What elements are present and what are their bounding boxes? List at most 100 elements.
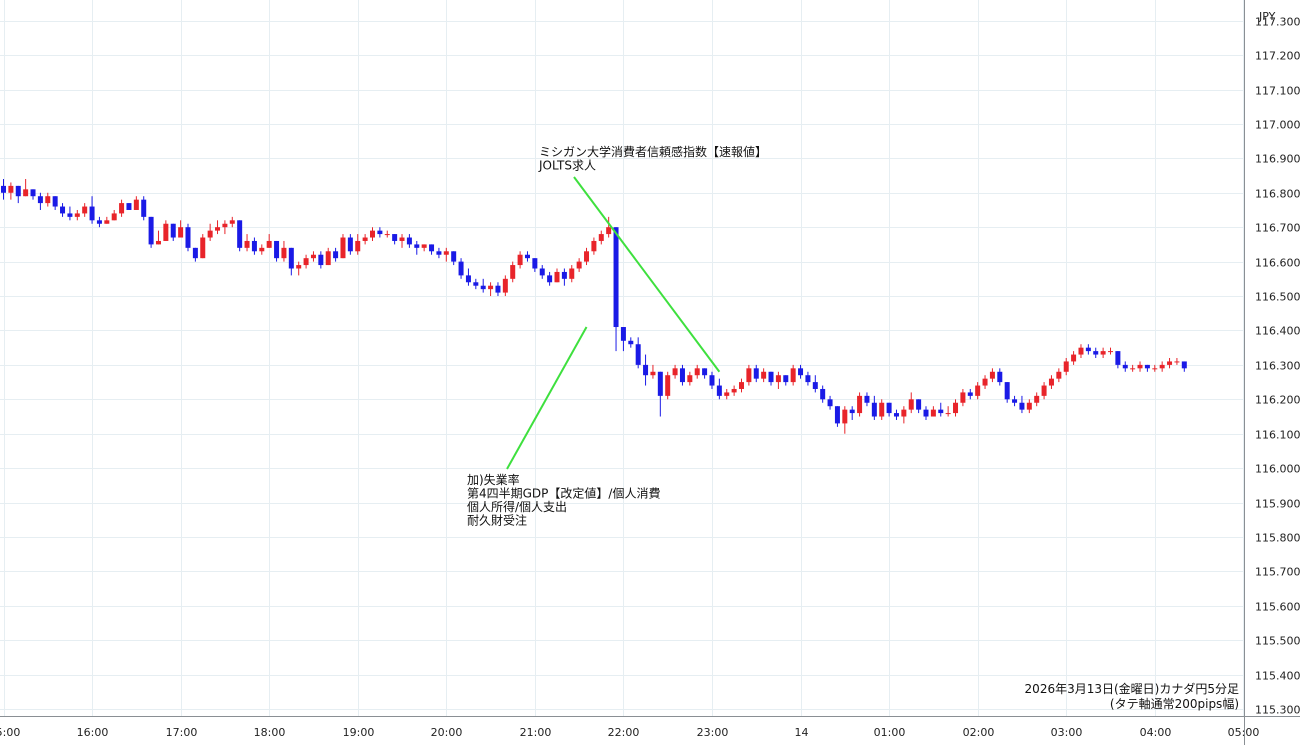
candle-down bbox=[52, 196, 58, 210]
candle-up bbox=[384, 230, 390, 238]
candle-up bbox=[155, 230, 161, 245]
candle-body bbox=[451, 251, 457, 262]
candle-down bbox=[237, 220, 243, 252]
candle-up bbox=[945, 406, 951, 417]
candle-body bbox=[473, 282, 479, 286]
candle-down bbox=[1181, 361, 1187, 372]
candle-up bbox=[598, 230, 604, 245]
candle-body bbox=[259, 247, 265, 252]
candle-down bbox=[251, 237, 257, 255]
candle-up bbox=[739, 378, 744, 393]
candle-down bbox=[192, 247, 198, 262]
candle-up bbox=[1048, 375, 1054, 389]
candle-body bbox=[1122, 364, 1128, 369]
candle-body bbox=[458, 261, 464, 276]
candle-down bbox=[436, 247, 442, 259]
candle-up bbox=[45, 192, 51, 207]
candle-body bbox=[1130, 368, 1136, 370]
candle-body bbox=[465, 275, 471, 283]
candle-down bbox=[15, 185, 21, 204]
candle-body bbox=[679, 368, 685, 383]
candle-down bbox=[524, 251, 530, 262]
candle-body bbox=[827, 399, 833, 407]
candle-down bbox=[451, 251, 457, 266]
y-tick-label: 115.800 bbox=[1255, 532, 1300, 545]
candle-body bbox=[709, 375, 715, 386]
candle-up bbox=[207, 223, 213, 241]
candle-body bbox=[554, 271, 560, 283]
candle-body bbox=[436, 251, 442, 255]
candle-body bbox=[1, 185, 6, 193]
candle-body bbox=[967, 392, 973, 396]
candle-body bbox=[982, 378, 988, 386]
candle-down bbox=[170, 223, 176, 241]
y-tick-label: 115.500 bbox=[1255, 635, 1300, 648]
candle-body bbox=[510, 265, 516, 279]
candle-body bbox=[805, 375, 811, 383]
y-tick-label: 116.600 bbox=[1255, 257, 1300, 270]
candle-body bbox=[133, 199, 139, 210]
y-tick-label: 117.000 bbox=[1255, 119, 1300, 132]
annotations: ミシガン大学消費者信頼感指数【速報値】JOLTS求人加)失業率第4四半期GDP【… bbox=[467, 144, 767, 528]
candle-down bbox=[30, 189, 36, 200]
candle-up bbox=[325, 247, 331, 266]
candle-up bbox=[665, 371, 671, 400]
candle-body bbox=[613, 227, 619, 328]
candle-up bbox=[296, 261, 302, 276]
candle-down bbox=[458, 258, 464, 279]
candle-down bbox=[37, 192, 43, 210]
candle-up bbox=[399, 234, 405, 248]
candle-up bbox=[775, 371, 781, 389]
candle-body bbox=[775, 375, 781, 383]
candle-body bbox=[1108, 351, 1113, 353]
candle-up bbox=[259, 244, 265, 255]
candle-down bbox=[495, 282, 501, 297]
candle-body bbox=[672, 368, 678, 376]
candle-down bbox=[628, 337, 634, 348]
candle-body bbox=[362, 237, 368, 241]
axis-corner bbox=[1245, 717, 1300, 745]
candle-body bbox=[480, 285, 486, 290]
candle-up bbox=[74, 209, 80, 221]
candle-body bbox=[104, 220, 110, 224]
candle-down bbox=[864, 392, 870, 407]
candle-up bbox=[953, 399, 959, 417]
candle-body bbox=[163, 223, 169, 241]
x-tick-label: 03:00 bbox=[1051, 726, 1083, 739]
candle-down bbox=[812, 375, 818, 393]
candle-body bbox=[842, 409, 848, 424]
candle-body bbox=[274, 240, 280, 259]
candles bbox=[1, 179, 1187, 434]
candle-up bbox=[584, 247, 590, 266]
candle-body bbox=[1144, 364, 1150, 369]
candle-body bbox=[443, 251, 449, 255]
candle-down bbox=[274, 240, 280, 262]
candle-down bbox=[347, 234, 353, 255]
candle-body bbox=[930, 409, 936, 417]
y-tick-label: 117.300 bbox=[1255, 16, 1300, 29]
candle-body bbox=[288, 247, 294, 269]
candle-down bbox=[1, 179, 6, 200]
candle-body bbox=[119, 203, 125, 214]
candle-up bbox=[1174, 358, 1180, 365]
candle-body bbox=[89, 206, 95, 221]
candle-up bbox=[576, 258, 582, 272]
x-tick-label: 23:00 bbox=[697, 726, 729, 739]
candle-up bbox=[606, 216, 612, 238]
candle-body bbox=[716, 385, 722, 396]
candle-up bbox=[8, 182, 14, 200]
x-tick-label: 01:00 bbox=[874, 726, 906, 739]
candle-body bbox=[790, 368, 796, 383]
x-tick-label: 15:00 bbox=[0, 726, 20, 739]
candle-body bbox=[908, 399, 914, 410]
candle-body bbox=[1012, 399, 1018, 403]
candle-down bbox=[473, 278, 479, 290]
candle-up bbox=[650, 364, 656, 379]
x-tick-label: 21:00 bbox=[520, 726, 552, 739]
candle-body bbox=[975, 385, 981, 396]
candle-up bbox=[1034, 392, 1040, 407]
candle-up bbox=[724, 388, 730, 400]
candle-up bbox=[119, 199, 125, 217]
candle-up bbox=[82, 203, 88, 217]
candle-down bbox=[1004, 382, 1010, 403]
